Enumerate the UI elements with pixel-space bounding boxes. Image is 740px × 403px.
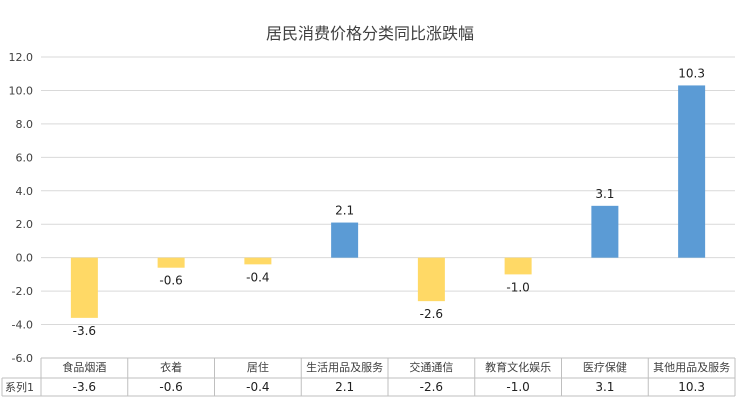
table-value-cell: 2.1 (335, 380, 354, 394)
table-category-label: 教育文化娱乐 (485, 360, 551, 374)
y-tick-label: 10.0 (9, 84, 34, 97)
y-tick-label: 2.0 (16, 218, 34, 231)
bar (678, 85, 706, 258)
data-label: 10.3 (678, 66, 705, 80)
y-tick-label: 6.0 (16, 151, 34, 164)
data-table: 系列1 食品烟酒 -3.6 衣着 -0.6 居住 -0.4 生活用品及服务 2.1 交通通信 -2.… (1, 357, 736, 397)
data-label: -0.6 (159, 274, 182, 288)
table-value-cell: -0.6 (159, 380, 182, 394)
data-label: -0.4 (246, 270, 269, 284)
y-tick-label: 12.0 (9, 51, 34, 64)
bar (331, 222, 359, 258)
table-category-label: 生活用品及服务 (306, 360, 383, 374)
y-tick-label: -2.0 (12, 285, 33, 298)
bar (157, 257, 185, 268)
bar (417, 257, 445, 302)
y-tick-label: -6.0 (12, 352, 33, 365)
table-value-cell: -3.6 (73, 380, 96, 394)
chart-title: 居民消费价格分类同比涨跌幅 (266, 24, 474, 43)
data-labels: -3.6 -0.6 -0.4 2.1 -2.6 -1.0 3.1 10.3 (73, 66, 705, 337)
gridlines (41, 56, 735, 359)
table-category-label: 医疗保健 (583, 360, 627, 374)
data-label: 3.1 (595, 187, 614, 201)
data-label: -1.0 (506, 280, 529, 294)
table-category-label: 居住 (247, 360, 269, 374)
y-tick-label: -4.0 (12, 319, 33, 332)
table-value-cell: 3.1 (595, 380, 614, 394)
table-row-label: 系列1 (5, 380, 34, 394)
data-label: -3.6 (73, 324, 96, 338)
table-value-cell: -0.4 (246, 380, 269, 394)
data-label: -2.6 (420, 307, 443, 321)
bar (244, 257, 272, 265)
table-value-cell: -2.6 (420, 380, 443, 394)
y-tick-label: 0.0 (16, 252, 34, 265)
table-value-cell: -1.0 (506, 380, 529, 394)
y-tick-label: 8.0 (16, 118, 34, 131)
table-category-label: 衣着 (160, 360, 182, 374)
y-tick-label: 4.0 (16, 185, 34, 198)
bar (504, 257, 532, 275)
table-value-cell: 10.3 (678, 380, 705, 394)
bar (591, 205, 619, 258)
y-axis-ticks: 12.0 10.0 8.0 6.0 4.0 2.0 0.0 -2.0 -4.0 -6.0 (9, 51, 34, 365)
table-category-label: 交通通信 (409, 360, 453, 374)
bar (70, 257, 98, 318)
data-label: 2.1 (335, 204, 354, 218)
table-category-label: 其他用品及服务 (653, 361, 730, 374)
bars (70, 85, 706, 318)
table-category-label: 食品烟酒 (62, 360, 106, 374)
